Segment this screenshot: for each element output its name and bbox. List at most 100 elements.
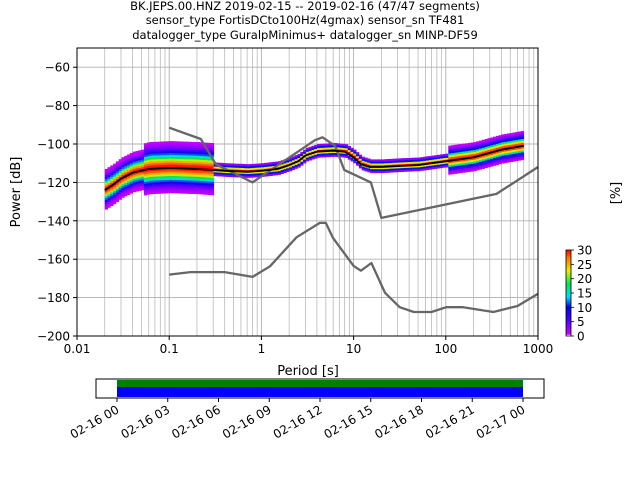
pdf-cell <box>286 169 290 173</box>
pdf-cell <box>104 193 108 197</box>
pdf-cell <box>143 154 148 157</box>
colorbar-segment <box>566 304 571 307</box>
pdf-cell <box>143 158 148 161</box>
pdf-cell <box>149 188 153 191</box>
pdf-cell <box>127 179 131 182</box>
pdf-cell <box>272 169 276 172</box>
pdf-cell <box>115 169 120 172</box>
pdf-cell <box>456 159 460 162</box>
pdf-cell <box>177 187 181 190</box>
pdf-cell <box>157 191 161 194</box>
pdf-cell <box>194 161 198 164</box>
colorbar-segment <box>566 265 571 268</box>
colorbar-segment <box>566 274 571 277</box>
pdf-cell <box>135 154 139 157</box>
y-tick-label: −200 <box>37 330 70 344</box>
pdf-cell <box>303 151 307 154</box>
pdf-cell <box>202 184 206 187</box>
pdf-cell <box>406 158 410 161</box>
pdf-cell <box>157 172 161 175</box>
pdf-cell <box>222 163 226 166</box>
pdf-cell <box>135 174 139 177</box>
pdf-cell <box>199 144 203 147</box>
pdf-cell <box>275 163 279 166</box>
pdf-cell <box>210 177 215 180</box>
colorbar-segment <box>566 301 571 304</box>
pdf-cell <box>171 160 175 163</box>
pdf-cell <box>481 145 485 148</box>
pdf-cell <box>166 164 170 167</box>
pdf-cell <box>155 174 159 177</box>
pdf-cell <box>227 167 231 170</box>
pdf-cell <box>121 195 125 198</box>
pdf-cell <box>462 155 466 158</box>
pdf-cell <box>216 168 220 171</box>
pdf-cell <box>157 147 161 150</box>
pdf-cell <box>384 159 388 162</box>
pdf-cell <box>495 147 499 150</box>
pdf-cell <box>289 165 293 168</box>
pdf-cell <box>196 145 201 149</box>
colorbar-segment <box>566 285 571 288</box>
pdf-cell <box>216 166 220 169</box>
pdf-cell <box>113 188 117 191</box>
pdf-cell <box>185 172 189 175</box>
pdf-cell <box>180 147 184 150</box>
colorbar-segment <box>566 295 571 298</box>
pdf-cell <box>157 153 161 156</box>
pdf-cell <box>417 169 421 172</box>
pdf-cell <box>465 152 469 156</box>
pdf-cell <box>520 133 525 136</box>
pdf-cell <box>160 156 164 160</box>
pdf-cell <box>177 174 181 177</box>
pdf-cell <box>495 141 499 144</box>
pdf-cell <box>442 155 446 159</box>
pdf-cell <box>459 159 463 162</box>
pdf-cell <box>196 170 201 174</box>
pdf-cell <box>146 144 150 147</box>
pdf-cell <box>350 157 354 160</box>
pdf-cell <box>230 163 234 166</box>
pdf-cell <box>331 150 335 153</box>
pdf-cell <box>445 165 449 168</box>
pdf-cell <box>272 161 276 165</box>
pdf-cell <box>169 179 173 182</box>
pdf-cell <box>305 151 310 154</box>
pdf-cell <box>191 164 195 168</box>
pdf-cell <box>113 177 117 180</box>
pdf-cell <box>501 149 505 152</box>
pdf-cell <box>160 191 164 194</box>
pdf-cell <box>451 172 455 175</box>
pdf-cell <box>143 175 148 179</box>
pdf-cell <box>520 148 525 151</box>
pdf-cell <box>339 155 343 158</box>
pdf-cell <box>406 167 410 170</box>
pdf-cell <box>152 191 156 194</box>
pdf-cell <box>194 170 198 173</box>
pdf-cell <box>322 145 326 148</box>
pdf-cell <box>364 167 368 170</box>
pdf-cell <box>520 142 525 145</box>
colorbar-segment <box>566 288 571 291</box>
colorbar-segment <box>566 271 571 274</box>
pdf-cell <box>194 159 198 162</box>
pdf-cell <box>317 144 321 147</box>
pdf-cell <box>208 171 212 174</box>
pdf-cell <box>451 150 455 154</box>
pdf-cell <box>319 145 323 148</box>
pdf-cell <box>149 155 153 158</box>
colorbar-segment <box>566 314 571 317</box>
pdf-cell <box>208 187 212 190</box>
pdf-cell <box>501 142 505 145</box>
pdf-cell <box>403 167 407 170</box>
pdf-cell <box>180 145 184 148</box>
pdf-cell <box>174 156 178 159</box>
pdf-cell <box>484 140 488 144</box>
timeline-tick-label: 02-16 21 <box>423 402 477 441</box>
pdf-cell <box>124 182 128 185</box>
pdf-cell <box>512 157 516 160</box>
pdf-cell <box>227 165 231 168</box>
pdf-cell <box>518 148 522 151</box>
pdf-cell <box>266 162 270 165</box>
pdf-cell <box>194 166 198 170</box>
